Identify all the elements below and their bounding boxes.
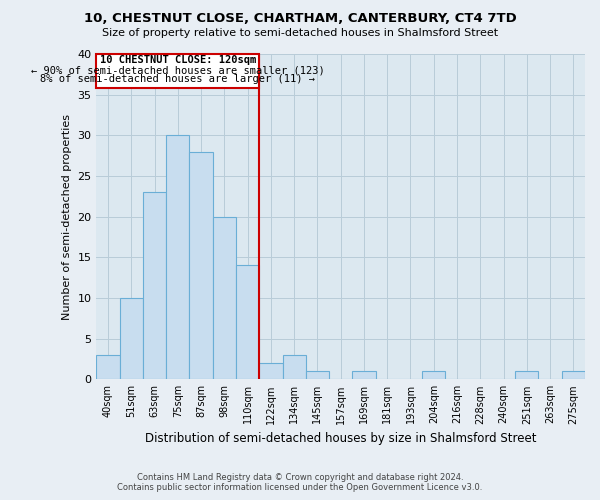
Bar — [166, 136, 190, 380]
X-axis label: Distribution of semi-detached houses by size in Shalmsford Street: Distribution of semi-detached houses by … — [145, 432, 536, 445]
Bar — [306, 371, 329, 380]
Bar — [352, 371, 376, 380]
Bar — [143, 192, 166, 380]
Bar — [119, 298, 143, 380]
Text: ← 90% of semi-detached houses are smaller (123): ← 90% of semi-detached houses are smalle… — [31, 66, 325, 76]
Text: 10, CHESTNUT CLOSE, CHARTHAM, CANTERBURY, CT4 7TD: 10, CHESTNUT CLOSE, CHARTHAM, CANTERBURY… — [83, 12, 517, 26]
Text: Contains HM Land Registry data © Crown copyright and database right 2024.
Contai: Contains HM Land Registry data © Crown c… — [118, 473, 482, 492]
Bar — [236, 266, 259, 380]
Bar — [562, 371, 585, 380]
Text: 10 CHESTNUT CLOSE: 120sqm: 10 CHESTNUT CLOSE: 120sqm — [100, 54, 256, 64]
Bar — [283, 355, 306, 380]
Bar — [213, 216, 236, 380]
Text: Size of property relative to semi-detached houses in Shalmsford Street: Size of property relative to semi-detach… — [102, 28, 498, 38]
Bar — [259, 363, 283, 380]
Bar — [97, 54, 259, 88]
Bar — [190, 152, 213, 380]
Bar — [97, 355, 119, 380]
Bar — [422, 371, 445, 380]
Bar — [515, 371, 538, 380]
Text: 8% of semi-detached houses are larger (11) →: 8% of semi-detached houses are larger (1… — [40, 74, 316, 84]
Y-axis label: Number of semi-detached properties: Number of semi-detached properties — [62, 114, 72, 320]
